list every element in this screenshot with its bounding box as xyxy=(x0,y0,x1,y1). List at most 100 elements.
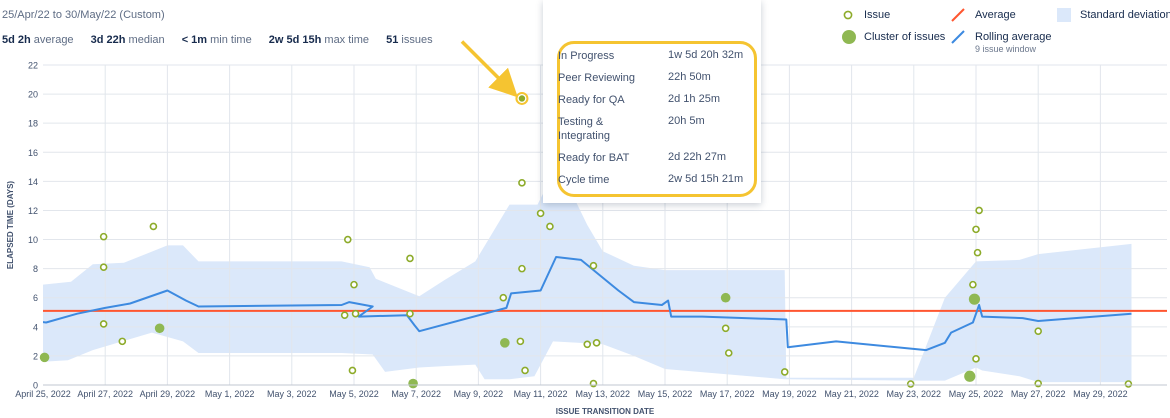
tooltip-label-in-progress: In Progress xyxy=(558,50,615,62)
issue-point xyxy=(973,248,982,257)
legend-rolling[interactable]: Rolling average 9 issue window xyxy=(975,31,1052,54)
issue-point xyxy=(721,324,730,333)
legend-cluster-icon xyxy=(842,30,856,44)
issue-point xyxy=(592,339,601,347)
y-tick-label: 0 xyxy=(33,381,38,391)
issue-point xyxy=(149,222,158,231)
legend-average[interactable]: Average xyxy=(975,9,1016,21)
issue-point xyxy=(348,366,357,375)
x-axis-title: ISSUE TRANSITION DATE xyxy=(556,407,655,416)
x-tick-label: May 25, 2022 xyxy=(949,389,1004,399)
issue-point xyxy=(406,309,414,318)
x-tick-label: May 9, 2022 xyxy=(454,389,504,399)
issue-point xyxy=(1034,327,1042,335)
y-axis-title: ELAPSED TIME (DAYS) xyxy=(6,181,15,269)
y-tick-label: 16 xyxy=(28,148,38,158)
y-tick-label: 20 xyxy=(28,90,38,100)
tooltip-value-ready-for-bat: 2d 22h 27m xyxy=(668,151,727,163)
y-tick-label: 18 xyxy=(28,119,38,129)
legend-issue[interactable]: Issue xyxy=(864,9,891,21)
issue-point xyxy=(906,380,915,388)
tooltip-value-in-progress: 1w 5d 20h 32m xyxy=(668,49,744,61)
stat-median: 3d 22h median xyxy=(90,34,165,46)
x-tick-label: May 13, 2022 xyxy=(576,389,631,399)
issue-point xyxy=(972,225,980,234)
y-tick-label: 10 xyxy=(28,235,38,245)
stat-min-time: < 1m min time xyxy=(181,34,252,46)
y-tick-label: 6 xyxy=(33,293,38,303)
stats-summary: 5d 2h average 3d 22h median < 1m min tim… xyxy=(2,34,447,46)
legend-stddev[interactable]: Standard deviation xyxy=(1080,9,1170,21)
issue-point xyxy=(118,337,127,346)
stat-issue-count: 51 issues xyxy=(386,34,433,46)
issue-point xyxy=(583,340,592,349)
issue-point xyxy=(589,379,598,388)
x-tick-label: May 23, 2022 xyxy=(887,389,942,399)
issue-point xyxy=(1034,379,1042,388)
stat-max-time: 2w 5d 15h max time xyxy=(268,34,370,46)
y-tick-label: 8 xyxy=(33,264,38,274)
x-tick-label: May 19, 2022 xyxy=(762,389,817,399)
x-tick-label: May 21, 2022 xyxy=(824,389,879,399)
tooltip-label-cycle-time: Cycle time xyxy=(558,174,610,186)
issue-point xyxy=(546,222,554,231)
tooltip-value-ready-for-qa: 2d 1h 25m xyxy=(668,93,720,105)
y-tick-label: 22 xyxy=(28,61,38,71)
tooltip-highlight-frame xyxy=(557,41,757,197)
x-tick-label: April 27, 2022 xyxy=(77,389,133,399)
y-tick-label: 12 xyxy=(28,206,38,216)
legend-issue-icon xyxy=(843,10,853,20)
issue-point xyxy=(351,309,360,318)
rolling-average-line xyxy=(43,256,1132,352)
tooltip-value-peer-reviewing: 22h 50m xyxy=(668,71,711,83)
issue-cluster xyxy=(154,323,165,334)
issue-point xyxy=(724,349,733,357)
issue-point xyxy=(343,235,352,244)
issue-point xyxy=(350,280,358,289)
tooltip-label-ready-for-bat: Ready for BAT xyxy=(558,152,630,164)
x-tick-label: May 15, 2022 xyxy=(638,389,693,399)
std-dev-band xyxy=(43,174,1132,383)
x-tick-label: May 1, 2022 xyxy=(205,389,255,399)
issue-point xyxy=(340,311,349,319)
x-tick-label: May 11, 2022 xyxy=(514,389,568,399)
issue-point xyxy=(99,263,108,271)
date-range: 25/Apr/22 to 30/May/22 (Custom) xyxy=(2,9,165,21)
issue-cluster xyxy=(500,338,510,348)
issue-cluster xyxy=(720,292,731,303)
annotation-arrow xyxy=(460,40,518,98)
issue-cluster xyxy=(39,352,50,363)
issue-point xyxy=(589,261,598,270)
tooltip-label-ready-for-qa: Ready for QA xyxy=(558,94,625,106)
legend-average-icon xyxy=(951,8,965,22)
issue-point xyxy=(969,280,977,289)
y-tick-label: 4 xyxy=(33,322,38,332)
issue-point xyxy=(972,355,980,363)
issue-point xyxy=(518,264,526,273)
rolling-average-layer xyxy=(43,256,1132,352)
issue-point xyxy=(780,368,789,376)
x-tick-label: May 29, 2022 xyxy=(1073,389,1128,399)
x-tick-label: May 5, 2022 xyxy=(329,389,379,399)
issue-point xyxy=(406,254,414,263)
x-tick-label: May 27, 2022 xyxy=(1011,389,1066,399)
issue-tooltip xyxy=(543,0,761,203)
issue-cluster xyxy=(968,293,981,305)
axis-layer: 0 2 4 6 8 10 12 14 16 18 20 22 April 25, 2022 April 2… xyxy=(6,61,1167,416)
std-dev-band-layer xyxy=(43,174,1132,383)
issue-point xyxy=(518,179,526,187)
issue-point xyxy=(99,232,108,241)
issue-point xyxy=(975,206,983,215)
issue-point xyxy=(536,209,545,218)
tooltip-value-cycle-time: 2w 5d 15h 21m xyxy=(668,173,744,185)
stat-average: 5d 2h average xyxy=(2,34,74,46)
tooltip-label-testing: Testing & Integrating xyxy=(558,116,610,142)
legend-stddev-icon xyxy=(1057,8,1071,22)
x-tick-label: May 3, 2022 xyxy=(267,389,317,399)
x-tick-label: April 29, 2022 xyxy=(140,389,196,399)
legend-rolling-icon xyxy=(951,30,965,44)
issue-point xyxy=(1124,380,1133,388)
legend-cluster[interactable]: Cluster of issues xyxy=(864,31,946,43)
x-tick-label: April 25, 2022 xyxy=(15,389,71,399)
x-tick-label: May 7, 2022 xyxy=(391,389,441,399)
